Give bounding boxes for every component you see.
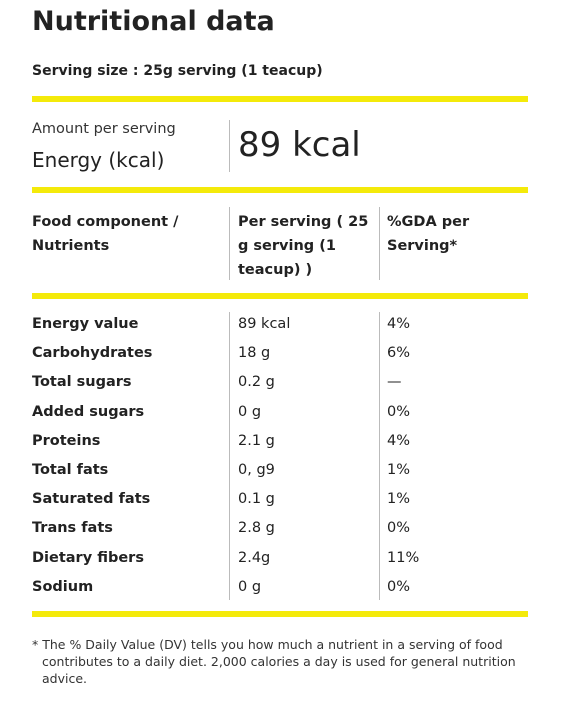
- nutrient-name: Saturated fats: [32, 491, 151, 508]
- table-cell: 0.2 g: [238, 374, 275, 391]
- nutrient-name: Proteins: [32, 432, 101, 449]
- nutrient-name: Energy value: [32, 316, 139, 332]
- table-cell: 4%: [387, 316, 411, 332]
- separator: [379, 207, 380, 280]
- nutrient-name: Added sugars: [32, 403, 145, 420]
- table-cell: 6%: [387, 345, 411, 362]
- divider: [32, 187, 528, 193]
- separator: [229, 207, 230, 280]
- table-cell: 0%: [387, 403, 411, 420]
- table-cell: 4%: [387, 432, 411, 449]
- table-cell: 0%: [387, 520, 411, 537]
- nutrient-name: Total fats: [32, 462, 109, 478]
- table-cell: 0%: [387, 578, 411, 595]
- table-cell: 2.8 g: [238, 520, 275, 537]
- nutrient-name: Sodium: [32, 578, 94, 595]
- nutrient-name: Carbohydrates: [32, 345, 153, 362]
- table-cell: 0 g: [238, 578, 262, 595]
- energy-caption: Amount per serving: [32, 121, 176, 137]
- serving-size: Serving size : 25g serving (1 teacup): [32, 63, 323, 79]
- table-cell: 0 g: [238, 403, 262, 420]
- table-cell: 2.4g: [238, 549, 271, 566]
- table-cell: 11%: [387, 549, 420, 566]
- nutrient-name: Trans fats: [32, 520, 113, 537]
- table-cell: 89 kcal: [238, 316, 291, 332]
- nutrient-name: Total sugars: [32, 374, 132, 391]
- table-cell: 1%: [387, 491, 411, 508]
- separator: [379, 312, 380, 600]
- column-header: Per serving ( 25 g serving (1 teacup) ): [238, 214, 369, 278]
- footnote: * The % Daily Value (DV) tells you how m…: [32, 637, 516, 686]
- energy-label: Energy (kcal): [32, 148, 165, 172]
- energy-value: 89 kcal: [238, 125, 361, 165]
- nutrient-name: Dietary fibers: [32, 549, 144, 566]
- divider: [32, 293, 528, 299]
- page-title: Nutritional data: [32, 6, 275, 37]
- table-cell: 1%: [387, 462, 411, 478]
- separator: [229, 312, 230, 600]
- separator: [229, 120, 230, 172]
- table-cell: —: [387, 374, 402, 391]
- column-header: %GDA per Serving*: [387, 214, 470, 254]
- table-cell: 0.1 g: [238, 491, 275, 508]
- table-cell: 18 g: [238, 345, 271, 362]
- divider: [32, 96, 528, 102]
- column-header: Food component / Nutrients: [32, 214, 179, 254]
- table-cell: 2.1 g: [238, 432, 275, 449]
- divider: [32, 611, 528, 617]
- table-cell: 0, g9: [238, 462, 275, 478]
